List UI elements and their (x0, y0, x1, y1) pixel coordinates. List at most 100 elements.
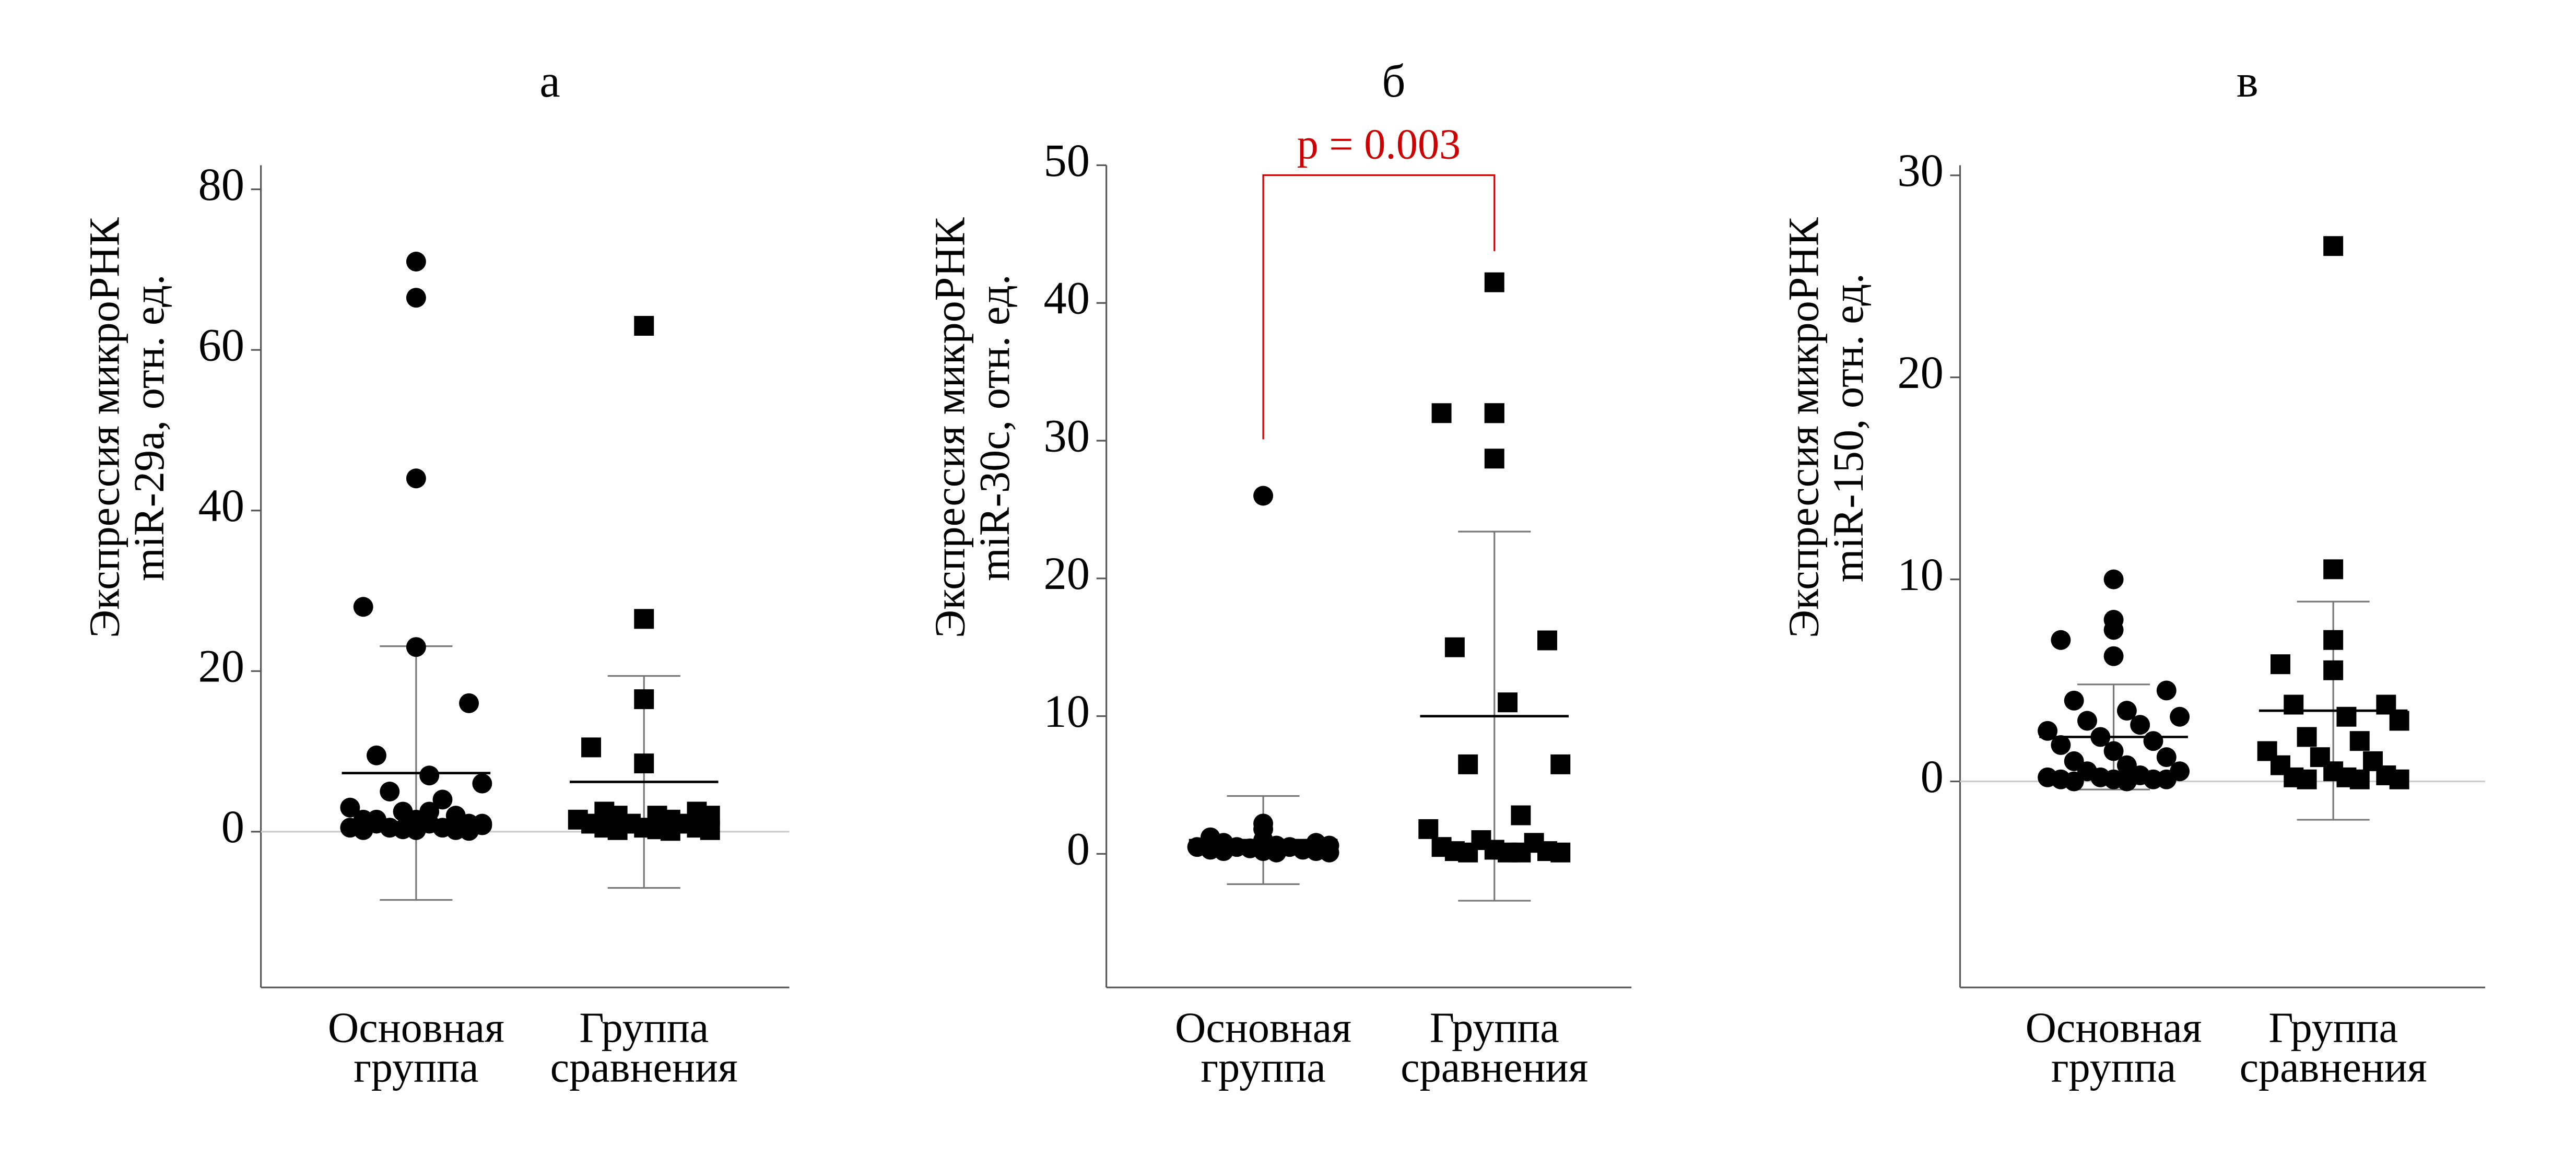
data-point (2064, 771, 2084, 792)
data-point (1484, 403, 1504, 423)
x-tick-label: группа (1201, 1043, 1325, 1091)
data-point (1511, 842, 1531, 863)
data-point (1319, 842, 1339, 863)
y-tick-label: 20 (1044, 548, 1090, 599)
data-point (472, 773, 492, 794)
data-point (2116, 701, 2137, 721)
x-tick-label: Группа (2268, 1004, 2398, 1051)
data-point (2156, 769, 2177, 789)
data-point (2051, 735, 2071, 755)
y-tick-label: 80 (198, 159, 244, 210)
panel-title: б (1382, 56, 1405, 107)
x-tick-label: Основная (328, 1004, 504, 1051)
y-tick-label: 60 (198, 320, 244, 371)
data-point (1537, 630, 1557, 651)
data-point (1498, 692, 1518, 713)
x-tick-label: сравнения (2240, 1043, 2427, 1091)
data-point (380, 818, 400, 838)
data-point (607, 820, 628, 840)
y-tick-label: 0 (1921, 751, 1944, 803)
data-point (2156, 680, 2177, 701)
significance-bracket (1262, 174, 1496, 440)
data-point (406, 252, 426, 272)
data-point (2156, 747, 2177, 768)
data-point (2103, 741, 2124, 761)
data-point (2297, 769, 2317, 789)
y-axis-label: miR-150, отн. ед. (1825, 273, 1872, 582)
data-point (1431, 403, 1452, 423)
y-tick-label: 0 (1067, 824, 1090, 875)
x-tick-label: сравнения (1401, 1043, 1588, 1091)
y-tick-label: 40 (1044, 273, 1090, 324)
data-point (581, 737, 602, 758)
data-point (406, 637, 426, 657)
y-axis-label: miR-29a, отн. ед. (125, 274, 173, 581)
data-point (660, 821, 680, 841)
data-point (340, 797, 360, 818)
data-point (380, 782, 400, 801)
data-point (634, 316, 654, 336)
data-point (634, 689, 654, 710)
data-point (406, 288, 426, 308)
data-point (459, 693, 479, 713)
data-point (353, 597, 373, 617)
data-point (2349, 769, 2370, 789)
x-tick-label: группа (354, 1043, 478, 1091)
y-tick-label: 50 (1044, 135, 1090, 186)
data-point (1458, 754, 1478, 774)
data-point (2323, 660, 2344, 680)
significance-label: p = 0.003 (1297, 121, 1461, 168)
data-point (367, 745, 386, 765)
data-point (2323, 630, 2344, 650)
data-point (353, 820, 373, 840)
data-point (2051, 630, 2071, 650)
data-point (2116, 771, 2137, 792)
data-point (1418, 819, 1439, 839)
data-point (634, 753, 654, 774)
y-tick-label: 10 (1044, 686, 1090, 737)
x-tick-label: Основная (1175, 1004, 1351, 1051)
data-point (406, 468, 426, 489)
panel-title: в (2237, 56, 2259, 107)
data-point (2064, 690, 2084, 711)
y-tick-label: 0 (221, 801, 244, 853)
x-tick-label: сравнения (550, 1043, 738, 1091)
y-tick-label: 20 (1897, 347, 1944, 398)
data-point (700, 820, 720, 840)
y-axis-label: Экспрессия микроРНК (926, 217, 974, 638)
data-point (2323, 559, 2344, 580)
x-tick-label: Основная (2026, 1004, 2202, 1051)
data-point (419, 801, 440, 822)
x-tick-label: группа (2051, 1043, 2176, 1091)
data-point (2103, 569, 2124, 589)
data-point (1266, 842, 1287, 863)
data-point (2103, 646, 2124, 666)
data-point (1511, 805, 1531, 825)
data-point (2170, 706, 2190, 727)
data-point (406, 820, 426, 840)
y-tick-label: 30 (1897, 145, 1944, 196)
data-point (1444, 637, 1465, 657)
panel: б 0 10 20 30 40 50 Экспрессия микроРНКmiR-30c, … (926, 56, 1632, 1091)
data-point (2103, 620, 2124, 640)
y-tick-label: 40 (198, 480, 244, 532)
data-point (2143, 731, 2163, 751)
data-point (1458, 842, 1478, 863)
data-point (1484, 449, 1504, 469)
data-point (472, 813, 492, 834)
y-axis-label: miR-30c, отн. ед. (971, 274, 1018, 581)
y-tick-label: 20 (198, 641, 244, 692)
data-point (1253, 486, 1274, 506)
y-tick-label: 30 (1044, 410, 1090, 462)
y-axis-label: Экспрессия микроРНК (81, 217, 128, 638)
data-point (2389, 711, 2409, 731)
data-point (2130, 715, 2150, 735)
y-tick-label: 10 (1897, 549, 1944, 600)
data-point (2389, 769, 2409, 789)
data-point (1484, 272, 1504, 292)
data-point (1550, 754, 1571, 774)
y-axis-label: Экспрессия микроРНК (1780, 217, 1827, 638)
